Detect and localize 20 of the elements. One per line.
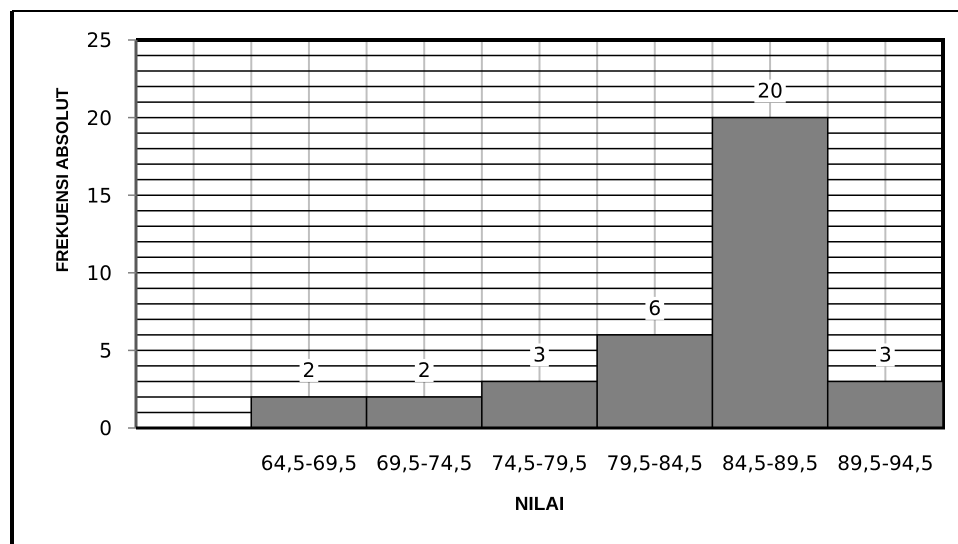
data-label: 2 [418,358,431,382]
data-label: 3 [878,342,892,366]
y-tick-label: 20 [86,106,112,130]
y-tick-label: 5 [99,338,112,363]
x-tick-label: 84,5-89,5 [722,451,818,476]
y-tick-label: 25 [86,28,112,52]
x-tick-label: 74,5-79,5 [491,451,588,476]
data-label: 6 [648,296,662,320]
x-tick-label: 64,5-69,5 [260,451,358,476]
x-axis-title: NILAI [514,494,564,515]
x-tick-label: 69,5-74,5 [376,451,472,476]
x-tick-label: 79,5-84,5 [606,451,703,476]
data-label: 2 [302,358,316,382]
y-axis-title: FREKUENSI ABSOLUT [53,87,72,272]
y-tick-label: 10 [86,261,112,285]
data-label: 3 [533,342,546,366]
y-tick-label: 0 [99,416,112,440]
data-label: 20 [757,78,783,103]
y-tick-label: 15 [86,183,112,208]
x-tick-label: 89,5-94,5 [837,451,934,476]
